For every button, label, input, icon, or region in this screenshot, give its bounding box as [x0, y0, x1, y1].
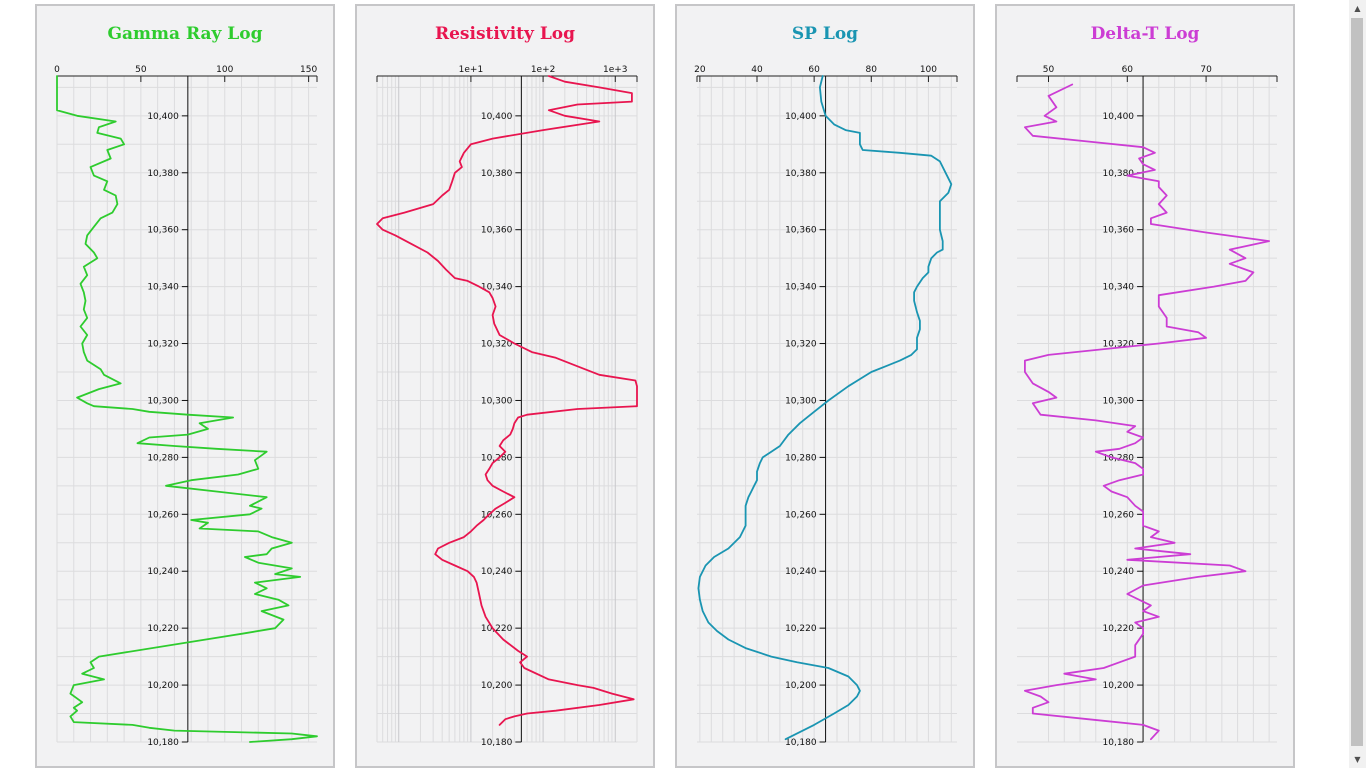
- log-chart-svg: 1e+1 1e+2 1e+3 10,180 10,200 10,220 10,240 10,2…: [376, 65, 638, 748]
- depth-tick-label: 10,180: [481, 738, 513, 748]
- depth-tick-label: 10,300: [481, 396, 513, 406]
- depth-tick-label: 10,200: [785, 681, 817, 691]
- depth-tick-label: 10,380: [785, 169, 817, 179]
- depth-tick-label: 10,360: [1103, 226, 1135, 236]
- depth-tick-label: 10,360: [481, 226, 513, 236]
- log-curve-series-0: [1023, 83, 1271, 741]
- log-curve-series-0: [56, 75, 318, 743]
- depth-tick-label: 10,380: [481, 169, 513, 179]
- x-tick-label: 1e+2: [531, 65, 556, 75]
- panel-title: SP Log: [791, 24, 859, 44]
- x-tick-label: 70: [1200, 65, 1212, 75]
- depth-tick-label: 10,400: [147, 112, 179, 122]
- depth-tick-label: 10,320: [481, 340, 513, 350]
- log-curve-series-0: [376, 75, 638, 726]
- depth-tick-label: 10,260: [1103, 510, 1135, 520]
- depth-tick-label: 10,240: [481, 567, 513, 577]
- x-tick-label: 50: [1043, 65, 1055, 75]
- x-tick-label: 1e+1: [459, 65, 484, 75]
- panel-title: Delta-T Log: [1090, 24, 1200, 44]
- log-panel-0: Gamma Ray Log 0 50 100 150 10,180 10,200 10,220…: [35, 4, 335, 768]
- depth-tick-label: 10,340: [481, 283, 513, 293]
- depth-tick-label: 10,300: [1103, 396, 1135, 406]
- depth-tick-label: 10,300: [147, 396, 179, 406]
- depth-tick-label: 10,340: [147, 283, 179, 293]
- log-panel-2: SP Log 20 40 60 80 100 10,180 10,200 10,220 10,24…: [675, 4, 975, 768]
- depth-tick-label: 10,260: [481, 510, 513, 520]
- depth-tick-label: 10,200: [1103, 681, 1135, 691]
- depth-tick-label: 10,380: [1103, 169, 1135, 179]
- depth-tick-label: 10,180: [1103, 738, 1135, 748]
- depth-tick-label: 10,240: [147, 567, 179, 577]
- depth-tick-label: 10,340: [1103, 283, 1135, 293]
- depth-tick-label: 10,200: [147, 681, 179, 691]
- depth-tick-label: 10,400: [481, 112, 513, 122]
- x-tick-label: 100: [920, 65, 937, 75]
- depth-tick-label: 10,180: [147, 738, 179, 748]
- x-tick-label: 0: [54, 65, 60, 75]
- depth-tick-label: 10,280: [481, 453, 513, 463]
- log-chart-svg: 20 40 60 80 100 10,180 10,200 10,220 10,240 10,26…: [694, 65, 958, 748]
- panel-title: Gamma Ray Log: [107, 24, 263, 44]
- depth-tick-label: 10,320: [785, 340, 817, 350]
- depth-tick-label: 10,220: [147, 624, 179, 634]
- x-tick-label: 60: [1122, 65, 1134, 75]
- depth-tick-label: 10,280: [785, 453, 817, 463]
- depth-tick-label: 10,200: [481, 681, 513, 691]
- depth-tick-label: 10,260: [147, 510, 179, 520]
- depth-tick-label: 10,380: [147, 169, 179, 179]
- log-panel-3: Delta-T Log 50 60 70 10,180 10,200 10,220 10,24…: [995, 4, 1295, 768]
- depth-tick-label: 10,360: [785, 226, 817, 236]
- vertical-scrollbar[interactable]: ▲ ▼: [1349, 0, 1366, 768]
- depth-tick-label: 10,340: [785, 283, 817, 293]
- depth-tick-label: 10,180: [785, 738, 817, 748]
- depth-tick-label: 10,320: [147, 340, 179, 350]
- scroll-down-arrow-icon[interactable]: ▼: [1354, 755, 1361, 764]
- depth-tick-label: 10,240: [1103, 567, 1135, 577]
- x-tick-label: 100: [216, 65, 233, 75]
- scrollbar-thumb[interactable]: [1351, 18, 1363, 746]
- log-chart-svg: 50 60 7010,18010,20010,22010,24010,26010,2…: [1016, 65, 1278, 748]
- log-panel-1: Resistivity Log 1e+1 1e+2 1e+3 10,180 10,200 1…: [355, 4, 655, 768]
- scroll-up-arrow-icon[interactable]: ▲: [1354, 4, 1361, 13]
- depth-tick-label: 10,240: [785, 567, 817, 577]
- depth-tick-label: 10,220: [481, 624, 513, 634]
- x-tick-label: 50: [135, 65, 147, 75]
- x-tick-label: 150: [300, 65, 317, 75]
- x-tick-label: 80: [866, 65, 878, 75]
- depth-tick-label: 10,360: [147, 226, 179, 236]
- x-tick-label: 60: [808, 65, 820, 75]
- panel-title: Resistivity Log: [434, 24, 576, 44]
- log-chart-svg: 0 50 100 150 10,180 10,200 10,220 10,240 10,260 1…: [54, 65, 318, 748]
- x-tick-label: 1e+3: [603, 65, 628, 75]
- depth-tick-label: 10,320: [1103, 340, 1135, 350]
- depth-tick-label: 10,400: [1103, 112, 1135, 122]
- depth-tick-label: 10,400: [785, 112, 817, 122]
- depth-tick-label: 10,280: [147, 453, 179, 463]
- depth-tick-label: 10,220: [785, 624, 817, 634]
- x-tick-label: 20: [694, 65, 706, 75]
- depth-tick-label: 10,300: [785, 396, 817, 406]
- depth-tick-label: 10,220: [1103, 624, 1135, 634]
- x-tick-label: 40: [751, 65, 763, 75]
- depth-tick-label: 10,260: [785, 510, 817, 520]
- log-curve-series-0: [697, 75, 953, 741]
